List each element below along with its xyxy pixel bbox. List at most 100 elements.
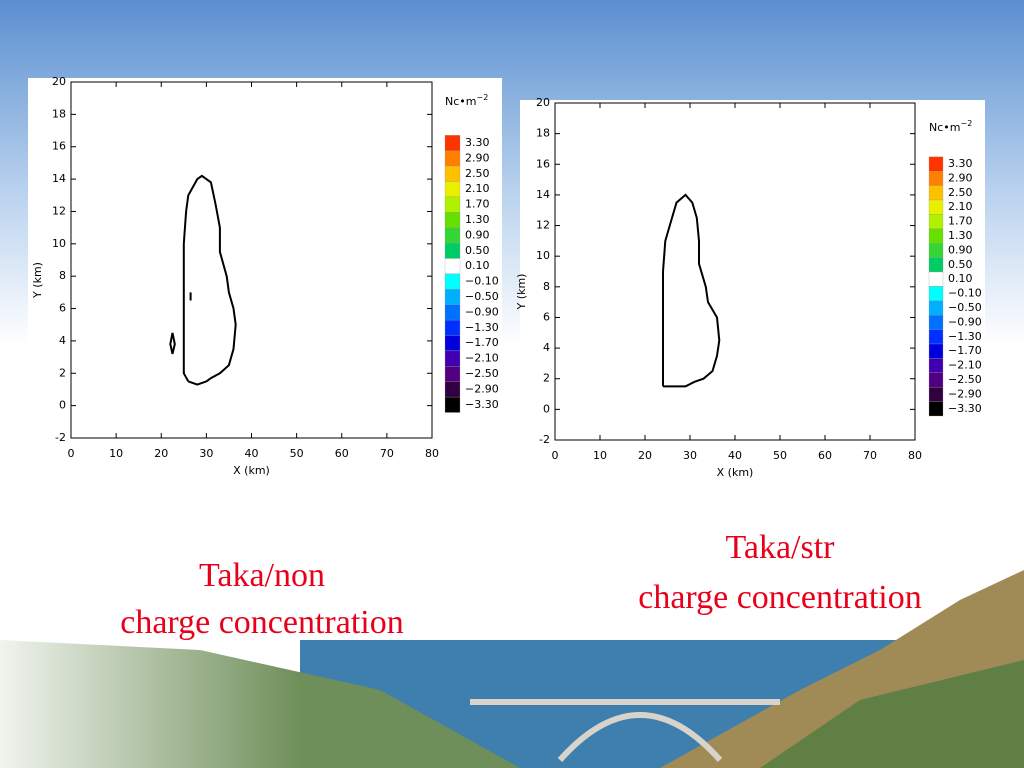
colorbar-swatch — [444, 335, 461, 352]
x-tick-label: 60 — [818, 449, 832, 462]
y-tick-label: 6 — [59, 302, 66, 315]
x-tick-label: 50 — [773, 449, 787, 462]
y-tick-label: -2 — [55, 431, 66, 444]
y-tick-label: 18 — [52, 107, 66, 120]
y-tick-label: 12 — [52, 204, 66, 217]
colorbar-swatch — [444, 135, 461, 151]
x-tick-label: 80 — [425, 447, 439, 460]
colorbar-label: 1.70 — [465, 198, 490, 211]
colorbar-label: 3.30 — [948, 157, 973, 170]
colorbar-swatch — [928, 185, 944, 201]
y-tick-label: 2 — [59, 366, 66, 379]
y-tick-label: 6 — [543, 310, 550, 323]
caption-line: Taka/str — [725, 529, 835, 566]
y-tick-label: 0 — [543, 402, 550, 415]
contour-line — [662, 193, 721, 388]
colorbar-swatch — [928, 343, 944, 359]
y-tick-label: 18 — [536, 127, 550, 140]
colorbar-label: −1.70 — [465, 336, 499, 349]
colorbar-swatch — [444, 381, 461, 398]
colorbar-swatch — [444, 304, 461, 321]
colorbar-title-exponent: −2 — [960, 119, 972, 128]
colorbar-swatch — [928, 228, 944, 244]
y-axis-label: Y (km) — [515, 274, 528, 311]
colorbar-label: 1.30 — [465, 213, 490, 226]
colorbar-swatch — [444, 181, 461, 198]
colorbar-label: 2.90 — [948, 171, 973, 184]
y-tick-label: 10 — [536, 249, 550, 262]
colorbar-title-text: Nc•m — [929, 121, 960, 134]
colorbar-label: −0.50 — [465, 290, 499, 303]
y-tick-label: 14 — [52, 172, 66, 185]
y-tick-label: 16 — [536, 157, 550, 170]
colorbar-label: −0.10 — [948, 287, 982, 300]
colorbar-label: −3.30 — [948, 402, 982, 415]
x-tick-label: 50 — [290, 447, 304, 460]
x-axis-label: X (km) — [717, 466, 754, 479]
x-tick-label: 40 — [245, 447, 259, 460]
colorbar-swatch — [928, 156, 944, 172]
colorbar-swatch — [928, 329, 944, 345]
colorbar-swatch — [928, 286, 944, 301]
colorbar-swatch — [444, 289, 461, 305]
y-tick-label: 2 — [543, 372, 550, 385]
y-tick-label: 20 — [536, 96, 550, 109]
colorbar-swatch — [444, 150, 461, 167]
colorbar-swatch — [928, 401, 944, 417]
x-tick-label: 40 — [728, 449, 742, 462]
colorbar-swatch — [928, 372, 944, 388]
y-tick-label: 8 — [59, 269, 66, 282]
colorbar-swatch — [928, 171, 944, 186]
x-tick-label: 0 — [552, 449, 559, 462]
colorbar-label: 1.70 — [948, 215, 973, 228]
colorbar-swatch — [928, 199, 944, 215]
background-hill-right-green — [760, 660, 1024, 768]
colorbar-label: 0.10 — [465, 259, 490, 272]
colorbar-swatch — [444, 319, 461, 336]
x-tick-label: 30 — [199, 447, 213, 460]
y-tick-label: 20 — [52, 75, 66, 88]
colorbar-label: 1.30 — [948, 229, 973, 242]
x-tick-label: 80 — [908, 449, 922, 462]
colorbar-title-text: Nc•m — [445, 95, 476, 108]
y-tick-label: 8 — [543, 280, 550, 293]
colorbar-label: −0.90 — [948, 315, 982, 328]
x-tick-label: 0 — [68, 447, 75, 460]
colorbar-label: −2.90 — [948, 387, 982, 400]
colorbar-swatch — [928, 271, 944, 287]
colorbar-label: −0.10 — [465, 275, 499, 288]
colorbar-label: 2.50 — [465, 167, 490, 180]
colorbar-swatch — [444, 350, 461, 367]
plot-panel — [520, 100, 985, 475]
colorbar-label: 0.50 — [948, 258, 973, 271]
x-tick-label: 20 — [154, 447, 168, 460]
colorbar-label: 0.50 — [465, 244, 490, 257]
x-tick-label: 10 — [109, 447, 123, 460]
colorbar-swatch — [444, 258, 461, 275]
plot-panel — [28, 78, 502, 485]
caption-line: charge concentration — [120, 604, 404, 641]
colorbar-swatch — [928, 358, 944, 373]
colorbar-label: 0.90 — [948, 243, 973, 256]
contour-line — [169, 174, 237, 386]
y-tick-label: -2 — [539, 433, 550, 446]
y-tick-label: 16 — [52, 140, 66, 153]
colorbar-swatch — [928, 300, 944, 316]
colorbar-label: 2.10 — [948, 200, 973, 213]
caption-line: Taka/non — [199, 557, 325, 594]
colorbar-label: 2.10 — [465, 182, 490, 195]
x-tick-label: 20 — [638, 449, 652, 462]
colorbar-swatch — [444, 212, 461, 228]
colorbar-swatch — [928, 315, 944, 330]
colorbar-label: −1.70 — [948, 344, 982, 357]
x-tick-label: 70 — [863, 449, 877, 462]
colorbar-swatch — [928, 387, 944, 402]
colorbar-label: −1.30 — [465, 321, 499, 334]
colorbar-label: 3.30 — [465, 136, 490, 149]
colorbar-swatch — [928, 214, 944, 229]
colorbar-swatch — [444, 196, 461, 213]
colorbar-label: 0.10 — [948, 272, 973, 285]
y-tick-label: 4 — [543, 341, 550, 354]
colorbar-swatch — [928, 243, 944, 258]
